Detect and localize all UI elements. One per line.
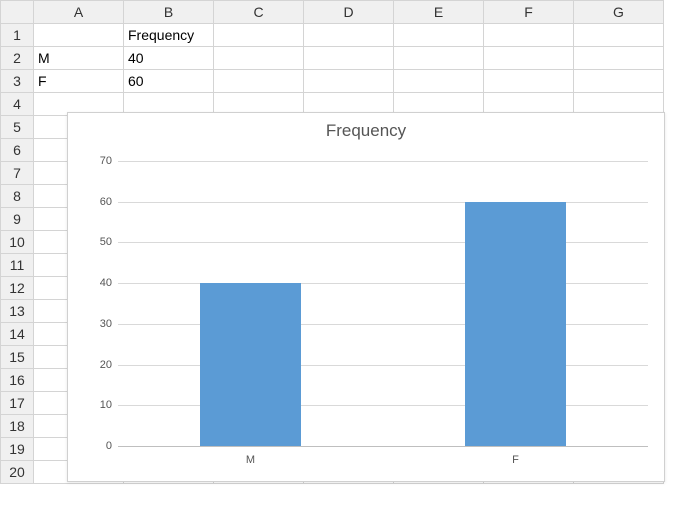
col-header-C[interactable]: C bbox=[214, 1, 304, 24]
cell-G3[interactable] bbox=[574, 70, 664, 93]
cell-C2[interactable] bbox=[214, 47, 304, 70]
cell-G1[interactable] bbox=[574, 24, 664, 47]
select-all-corner[interactable] bbox=[1, 1, 34, 24]
row-header-8[interactable]: 8 bbox=[1, 185, 34, 208]
row-header-10[interactable]: 10 bbox=[1, 231, 34, 254]
row-header-17[interactable]: 17 bbox=[1, 392, 34, 415]
y-tick-label: 10 bbox=[88, 399, 112, 411]
col-header-D[interactable]: D bbox=[304, 1, 394, 24]
row-header-6[interactable]: 6 bbox=[1, 139, 34, 162]
row-header-11[interactable]: 11 bbox=[1, 254, 34, 277]
y-tick-label: 70 bbox=[88, 155, 112, 167]
row-header-20[interactable]: 20 bbox=[1, 461, 34, 484]
y-tick-label: 40 bbox=[88, 277, 112, 289]
row-header-15[interactable]: 15 bbox=[1, 346, 34, 369]
chart-plot-area: 010203040506070MF bbox=[118, 161, 648, 446]
row-header-7[interactable]: 7 bbox=[1, 162, 34, 185]
row-header-1[interactable]: 1 bbox=[1, 24, 34, 47]
x-tick-label: F bbox=[512, 454, 519, 466]
col-header-E[interactable]: E bbox=[394, 1, 484, 24]
cell-B2[interactable]: 40 bbox=[124, 47, 214, 70]
cell-A3[interactable]: F bbox=[34, 70, 124, 93]
chart-gridline bbox=[118, 242, 648, 243]
cell-F2[interactable] bbox=[484, 47, 574, 70]
row-header-13[interactable]: 13 bbox=[1, 300, 34, 323]
cell-G2[interactable] bbox=[574, 47, 664, 70]
chart-gridline bbox=[118, 324, 648, 325]
cell-E1[interactable] bbox=[394, 24, 484, 47]
cell-D2[interactable] bbox=[304, 47, 394, 70]
cell-C3[interactable] bbox=[214, 70, 304, 93]
row-header-12[interactable]: 12 bbox=[1, 277, 34, 300]
cell-E3[interactable] bbox=[394, 70, 484, 93]
chart-title: Frequency bbox=[68, 121, 664, 141]
y-tick-label: 0 bbox=[88, 440, 112, 452]
chart-gridline bbox=[118, 365, 648, 366]
cell-D3[interactable] bbox=[304, 70, 394, 93]
row-header-19[interactable]: 19 bbox=[1, 438, 34, 461]
chart-gridline bbox=[118, 446, 648, 447]
cell-B3[interactable]: 60 bbox=[124, 70, 214, 93]
bar-M[interactable] bbox=[200, 283, 301, 446]
cell-A1[interactable] bbox=[34, 24, 124, 47]
bar-F[interactable] bbox=[465, 202, 566, 446]
chart-gridline bbox=[118, 283, 648, 284]
cell-C1[interactable] bbox=[214, 24, 304, 47]
cell-F3[interactable] bbox=[484, 70, 574, 93]
row-header-14[interactable]: 14 bbox=[1, 323, 34, 346]
cell-B1[interactable]: Frequency bbox=[124, 24, 214, 47]
col-header-B[interactable]: B bbox=[124, 1, 214, 24]
y-tick-label: 50 bbox=[88, 236, 112, 248]
chart-gridline bbox=[118, 405, 648, 406]
y-tick-label: 20 bbox=[88, 359, 112, 371]
x-tick-label: M bbox=[246, 454, 255, 466]
row-header-2[interactable]: 2 bbox=[1, 47, 34, 70]
col-header-F[interactable]: F bbox=[484, 1, 574, 24]
col-header-A[interactable]: A bbox=[34, 1, 124, 24]
row-header-5[interactable]: 5 bbox=[1, 116, 34, 139]
row-header-3[interactable]: 3 bbox=[1, 70, 34, 93]
chart-gridline bbox=[118, 161, 648, 162]
cell-E2[interactable] bbox=[394, 47, 484, 70]
cell-D1[interactable] bbox=[304, 24, 394, 47]
col-header-G[interactable]: G bbox=[574, 1, 664, 24]
cell-A2[interactable]: M bbox=[34, 47, 124, 70]
cell-F1[interactable] bbox=[484, 24, 574, 47]
row-header-9[interactable]: 9 bbox=[1, 208, 34, 231]
y-tick-label: 30 bbox=[88, 318, 112, 330]
chart-gridline bbox=[118, 202, 648, 203]
row-header-16[interactable]: 16 bbox=[1, 369, 34, 392]
y-tick-label: 60 bbox=[88, 196, 112, 208]
row-header-18[interactable]: 18 bbox=[1, 415, 34, 438]
row-header-4[interactable]: 4 bbox=[1, 93, 34, 116]
frequency-chart[interactable]: Frequency 010203040506070MF bbox=[67, 112, 665, 482]
